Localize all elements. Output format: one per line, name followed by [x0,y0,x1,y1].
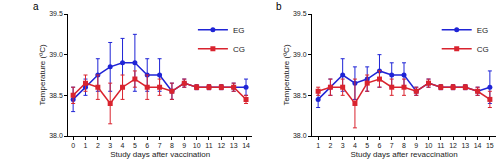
svg-text:14: 14 [242,142,250,149]
svg-text:4: 4 [121,142,125,149]
svg-text:6: 6 [378,142,382,149]
svg-text:5: 5 [365,142,369,149]
svg-text:0: 0 [71,142,75,149]
svg-text:9: 9 [182,142,186,149]
svg-text:39.0: 39.0 [293,51,307,58]
svg-text:39.5: 39.5 [293,10,307,17]
svg-text:Temperature (ºC): Temperature (ºC) [38,44,47,105]
svg-text:8: 8 [402,142,406,149]
svg-text:1: 1 [84,142,88,149]
svg-text:39.5: 39.5 [49,10,63,17]
svg-text:Study days after vaccination: Study days after vaccination [110,150,210,159]
svg-text:7: 7 [158,142,162,149]
svg-text:1: 1 [316,142,320,149]
svg-text:Study days after revaccination: Study days after revaccination [350,150,457,159]
svg-text:2: 2 [96,142,100,149]
svg-text:EG: EG [233,26,245,35]
svg-text:CG: CG [477,45,489,54]
svg-text:10: 10 [193,142,201,149]
svg-text:11: 11 [437,142,444,149]
svg-text:12: 12 [217,142,225,149]
svg-text:13: 13 [230,142,238,149]
svg-text:Temperature (ºC): Temperature (ºC) [282,44,291,105]
svg-text:3: 3 [108,142,112,149]
svg-text:14: 14 [474,142,482,149]
svg-text:39.0: 39.0 [49,51,63,58]
svg-text:10: 10 [425,142,433,149]
svg-text:a: a [33,1,39,12]
svg-text:38.5: 38.5 [293,92,307,99]
svg-text:13: 13 [461,142,469,149]
svg-text:9: 9 [414,142,418,149]
svg-text:8: 8 [170,142,174,149]
svg-text:5: 5 [133,142,137,149]
svg-text:12: 12 [449,142,457,149]
svg-text:7: 7 [390,142,394,149]
svg-text:38.0: 38.0 [293,132,307,139]
svg-text:11: 11 [205,142,212,149]
svg-text:4: 4 [353,142,357,149]
svg-text:CG: CG [233,45,245,54]
svg-text:2: 2 [328,142,332,149]
svg-text:38.5: 38.5 [49,92,63,99]
svg-text:38.0: 38.0 [49,132,63,139]
svg-text:6: 6 [145,142,149,149]
svg-text:3: 3 [341,142,345,149]
svg-text:15: 15 [486,142,494,149]
svg-text:EG: EG [477,26,489,35]
svg-text:b: b [276,1,282,12]
